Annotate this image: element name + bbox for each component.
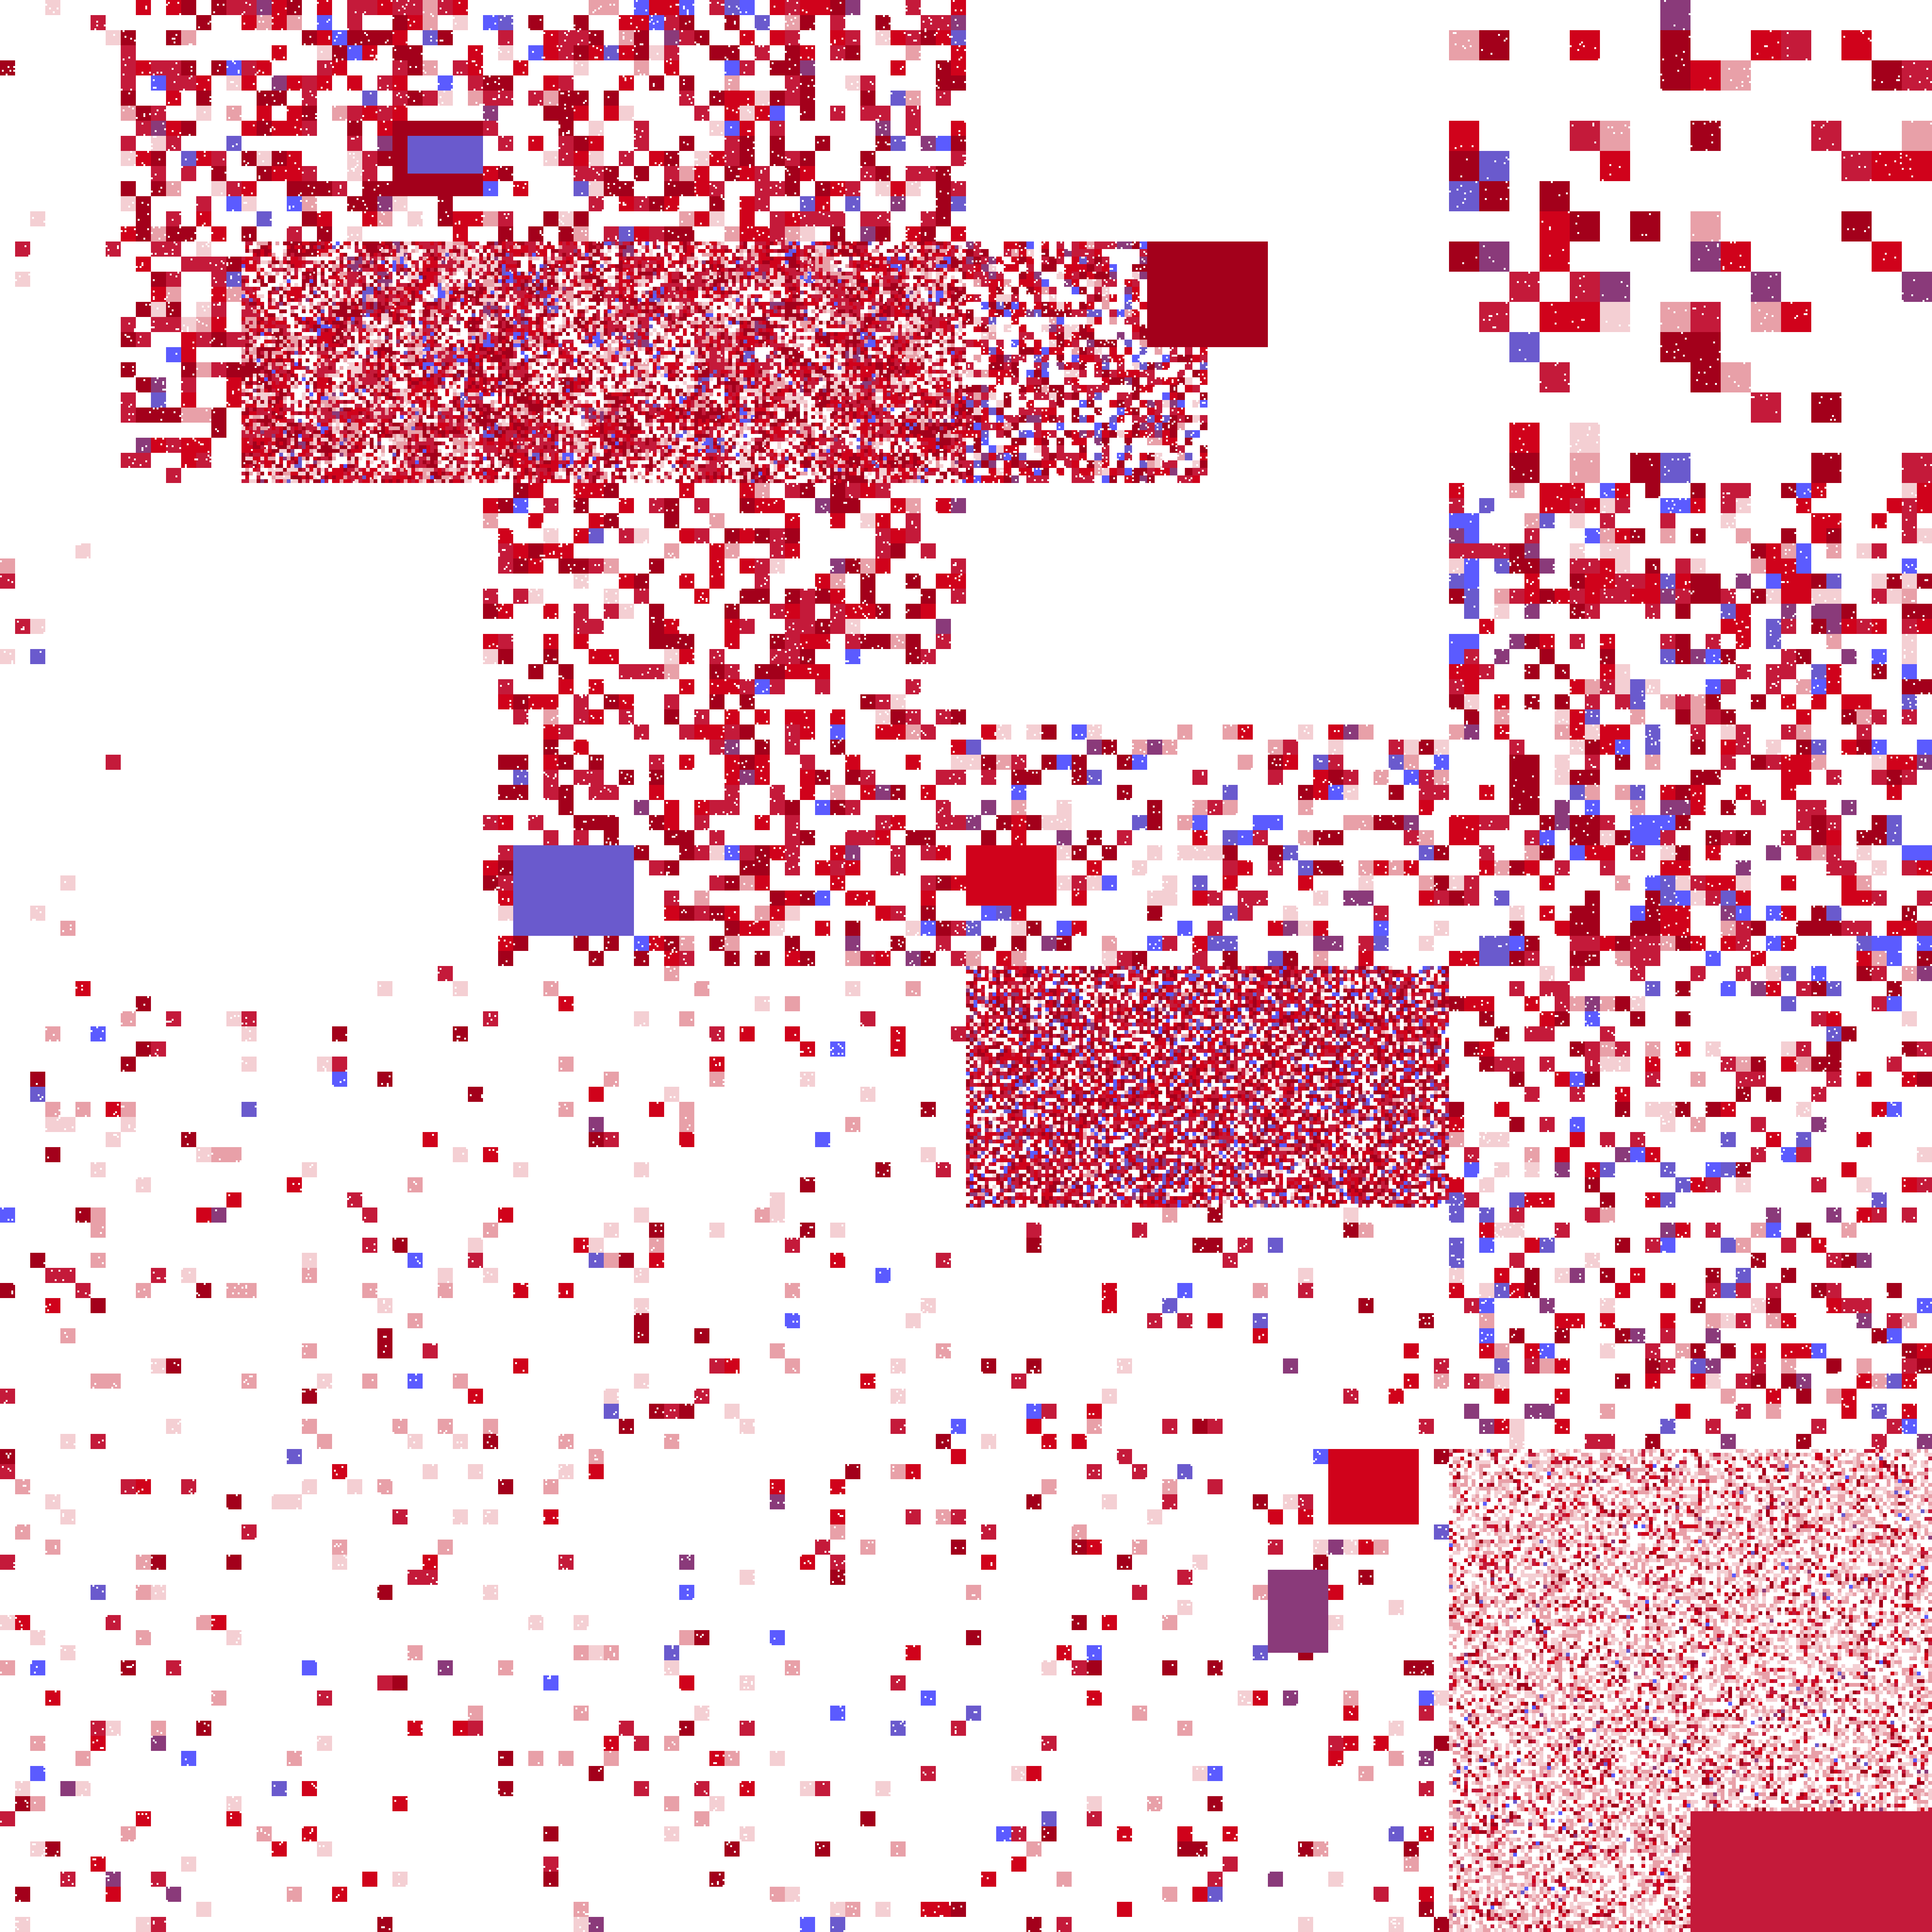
mosaic-image (0, 0, 1932, 1932)
mosaic-canvas (0, 0, 1932, 1932)
